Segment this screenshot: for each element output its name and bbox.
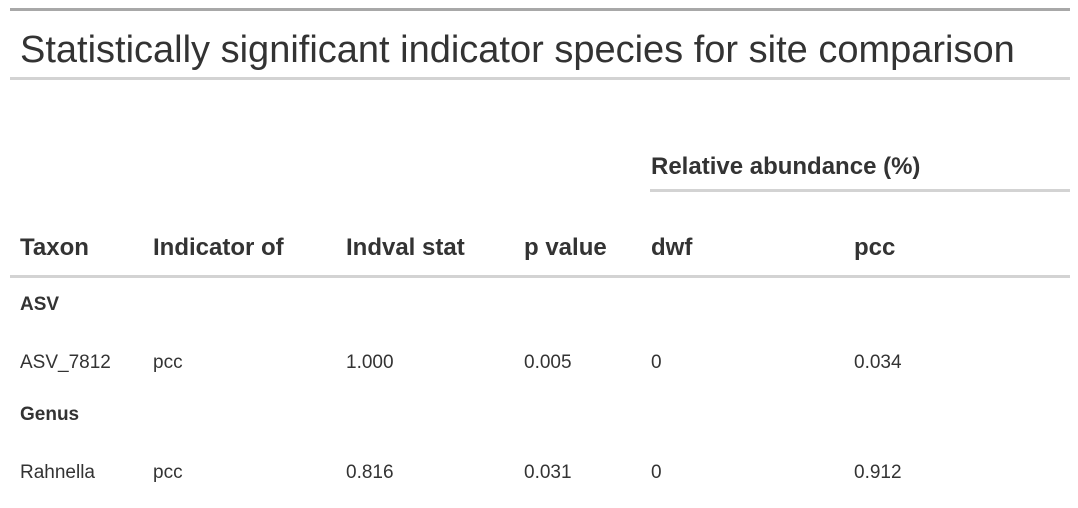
group-label: Genus [20, 404, 80, 425]
group-row-genus: Genus [10, 388, 1070, 432]
header-rule [10, 275, 1070, 278]
column-header-p-value: p value [524, 234, 607, 261]
cell-pcc: 0.034 [854, 352, 902, 373]
title-rule [10, 77, 1070, 80]
cell-dwf: 0 [651, 462, 662, 483]
table-row: ASV_7812 pcc 1.000 0.005 0 0.034 [10, 322, 1070, 388]
column-header-row: Taxon Indicator of Indval stat p value d… [10, 192, 1070, 275]
table-top-rule [10, 8, 1070, 11]
cell-indval-stat: 1.000 [346, 352, 394, 373]
cell-indval-stat: 0.816 [346, 462, 394, 483]
cell-indicator-of: pcc [153, 352, 183, 373]
cell-p-value: 0.031 [524, 462, 572, 483]
spanner-row: Relative abundance (%) [10, 80, 1070, 192]
indicator-species-table: Statistically significant indicator spec… [10, 8, 1070, 498]
cell-indicator-of: pcc [153, 462, 183, 483]
spanner-rule [650, 189, 1070, 192]
column-header-pcc: pcc [854, 234, 896, 261]
spanner-label: Relative abundance (%) [651, 153, 921, 180]
cell-taxon: ASV_7812 [20, 352, 111, 373]
group-row-asv: ASV [10, 278, 1070, 322]
table-row: Rahnella pcc 0.816 0.031 0 0.912 [10, 432, 1070, 498]
group-label: ASV [20, 294, 60, 315]
column-header-taxon: Taxon [20, 234, 89, 261]
column-header-indval-stat: Indval stat [346, 234, 465, 261]
cell-dwf: 0 [651, 352, 662, 373]
cell-p-value: 0.005 [524, 352, 572, 373]
cell-taxon: Rahnella [20, 462, 95, 483]
column-spanner: Relative abundance (%) [650, 80, 1070, 192]
column-header-indicator-of: Indicator of [153, 234, 284, 261]
cell-pcc: 0.912 [854, 462, 902, 483]
column-header-dwf: dwf [651, 234, 693, 261]
table-title: Statistically significant indicator spec… [20, 29, 1015, 71]
